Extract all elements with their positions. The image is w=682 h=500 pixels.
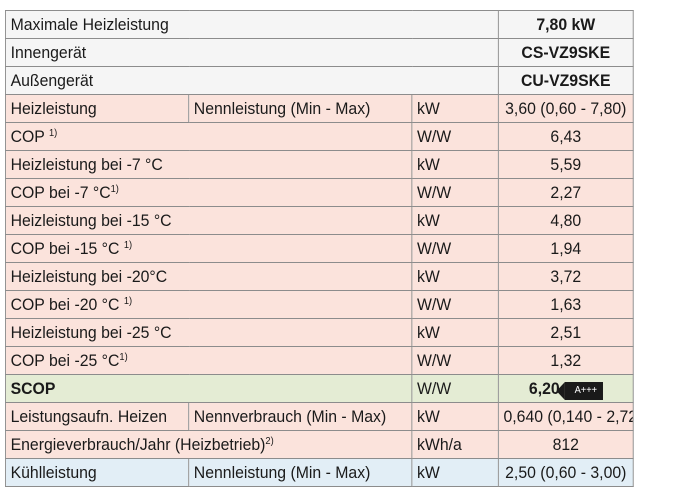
- footnote-marker: 2): [265, 436, 274, 447]
- row-unit: W/W: [411, 122, 499, 151]
- row-value: 2,51: [497, 318, 634, 347]
- row-unit: W/W: [411, 290, 499, 319]
- row-value: 1,63: [497, 290, 634, 319]
- row-unit: kW: [411, 206, 499, 235]
- footnote-marker: 1): [119, 352, 128, 363]
- table-row-indoor-unit: Innengerät CS-VZ9SKE: [5, 38, 634, 67]
- table-row-heating-minus25: Heizleistung bei -25 °C kW 2,51: [5, 318, 634, 347]
- row-value: CU-VZ9SKE: [497, 66, 634, 95]
- footnote-marker: 1): [48, 128, 58, 139]
- row-label: Heizleistung bei -15 °C: [5, 206, 413, 235]
- row-unit: W/W: [411, 374, 499, 403]
- row-value: 3,72: [497, 262, 634, 291]
- row-label: COP bei -7 °C1): [5, 178, 413, 207]
- row-value: 1,94: [497, 234, 634, 263]
- table-row-outdoor-unit: Außengerät CU-VZ9SKE: [5, 66, 634, 95]
- row-value: 2,50 (0,60 - 3,00): [497, 458, 634, 487]
- row-label: Außengerät: [5, 66, 499, 95]
- row-unit: kW: [411, 262, 499, 291]
- row-unit: kW: [411, 150, 499, 179]
- row-unit: W/W: [411, 178, 499, 207]
- row-label: COP bei -25 °C1): [5, 346, 413, 375]
- row-label: Innengerät: [5, 38, 499, 67]
- row-label: Energieverbrauch/Jahr (Heizbetrieb)2): [5, 430, 413, 459]
- row-label: Leistungsaufn. Heizen: [5, 402, 190, 431]
- row-label: Heizleistung bei -7 °C: [5, 150, 413, 179]
- row-label: Heizleistung bei -25 °C: [5, 318, 413, 347]
- footnote-marker: 1): [110, 184, 119, 195]
- footnote-marker: 1): [123, 296, 133, 307]
- row-label: Heizleistung bei -20°C: [5, 262, 413, 291]
- row-unit: kW: [411, 318, 499, 347]
- table-row-heating-minus15: Heizleistung bei -15 °C kW 4,80: [5, 206, 634, 235]
- footnote-marker: 1): [123, 240, 133, 251]
- table-row-annual-consumption: Energieverbrauch/Jahr (Heizbetrieb)2) kW…: [5, 430, 634, 459]
- row-value: 6,43: [497, 122, 634, 151]
- table-row-max-heating: Maximale Heizleistung 7,80 kW: [5, 10, 634, 39]
- row-unit: W/W: [411, 234, 499, 263]
- table-row-cooling-capacity: Kühlleistung Nennleistung (Min - Max) kW…: [5, 458, 634, 487]
- table-row-cop-minus15: COP bei -15 °C 1) W/W 1,94: [5, 234, 634, 263]
- row-value: 1,32: [497, 346, 634, 375]
- row-unit: kW: [411, 94, 499, 123]
- row-unit: W/W: [411, 346, 499, 375]
- table-row-heating-minus7: Heizleistung bei -7 °C kW 5,59: [5, 150, 634, 179]
- row-label: SCOP: [5, 374, 413, 403]
- table-row-cop: COP 1) W/W 6,43: [5, 122, 634, 151]
- row-value: 4,80: [497, 206, 634, 235]
- row-value: CS-VZ9SKE: [497, 38, 634, 67]
- row-label: COP bei -15 °C 1): [5, 234, 413, 263]
- row-sublabel: Nennverbrauch (Min - Max): [188, 402, 413, 431]
- row-sublabel: Nennleistung (Min - Max): [188, 94, 413, 123]
- row-value: 812: [497, 430, 634, 459]
- scop-value: 6,20: [528, 379, 560, 398]
- row-value: 5,59: [497, 150, 634, 179]
- row-label: COP 1): [5, 122, 413, 151]
- row-value: 0,640 (0,140 - 2,720): [497, 402, 634, 431]
- row-label: Heizleistung: [5, 94, 190, 123]
- table-row-heating-capacity: Heizleistung Nennleistung (Min - Max) kW…: [5, 94, 634, 123]
- row-label: Kühlleistung: [5, 458, 190, 487]
- row-value: 2,27: [497, 178, 634, 207]
- row-unit: kW: [411, 458, 499, 487]
- row-sublabel: Nennleistung (Min - Max): [188, 458, 413, 487]
- table-row-cop-minus7: COP bei -7 °C1) W/W 2,27: [5, 178, 634, 207]
- row-value: 3,60 (0,60 - 7,80): [497, 94, 634, 123]
- row-unit: kWh/a: [411, 430, 499, 459]
- table-row-heating-minus20: Heizleistung bei -20°C kW 3,72: [5, 262, 634, 291]
- spec-table: Maximale Heizleistung 7,80 kW Innengerät…: [5, 10, 634, 487]
- row-unit: kW: [411, 402, 499, 431]
- row-label: Maximale Heizleistung: [5, 10, 499, 39]
- row-label: COP bei -20 °C 1): [5, 290, 413, 319]
- table-row-cop-minus25: COP bei -25 °C1) W/W 1,32: [5, 346, 634, 375]
- row-value: 6,20 A+++: [497, 374, 634, 403]
- table-row-cop-minus20: COP bei -20 °C 1) W/W 1,63: [5, 290, 634, 319]
- row-value: 7,80 kW: [497, 10, 634, 39]
- energy-class-badge: A+++: [556, 382, 603, 400]
- table-row-scop: SCOP W/W 6,20 A+++: [5, 374, 634, 403]
- table-row-power-consumption: Leistungsaufn. Heizen Nennverbrauch (Min…: [5, 402, 634, 431]
